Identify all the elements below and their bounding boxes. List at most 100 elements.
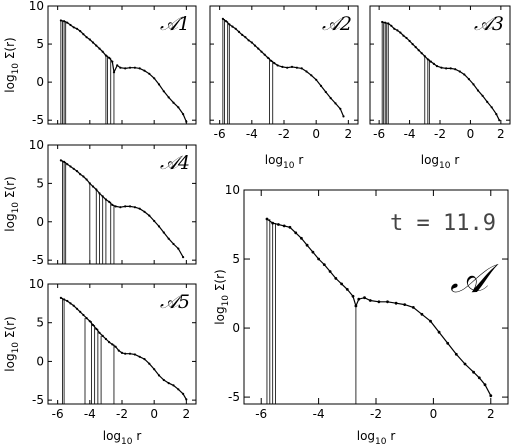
- panel-label: 𝒜4: [160, 152, 190, 174]
- data-point: [394, 301, 398, 305]
- data-point: [133, 66, 136, 69]
- x-tick-label: 2: [487, 407, 495, 421]
- x-tick-label: -4: [84, 407, 96, 421]
- data-point: [257, 47, 260, 50]
- data-point: [300, 236, 303, 240]
- data-point: [128, 66, 132, 69]
- data-point: [69, 302, 72, 305]
- data-point: [250, 41, 253, 44]
- xlabel-sub: 10: [439, 161, 451, 171]
- data-point: [237, 30, 241, 33]
- data-point: [403, 303, 407, 306]
- data-point: [108, 200, 111, 203]
- data-point: [111, 343, 114, 346]
- data-point: [66, 299, 69, 303]
- data-point: [449, 67, 452, 70]
- y-tick-label: 10: [29, 277, 44, 291]
- x-tick-label: 0: [467, 127, 475, 141]
- y-tick-label: -5: [32, 253, 44, 267]
- data-point: [59, 296, 63, 299]
- data-point: [162, 231, 165, 234]
- data-point: [334, 277, 338, 280]
- data-point: [167, 96, 170, 99]
- data-point: [133, 206, 136, 209]
- data-point: [128, 205, 132, 208]
- y-tick-label: 5: [36, 316, 44, 330]
- data-point: [98, 47, 101, 50]
- ylabel-main: log: [3, 213, 17, 231]
- xlabel-main: log: [265, 153, 283, 167]
- data-point: [288, 225, 292, 229]
- data-point: [148, 214, 151, 217]
- data-point: [446, 341, 450, 345]
- data-point: [119, 66, 122, 69]
- ylabel-a5: log10 Σ(r): [3, 316, 21, 371]
- data-point: [172, 384, 175, 387]
- data-point: [411, 43, 414, 46]
- data-point: [104, 54, 107, 57]
- data-point: [172, 242, 175, 246]
- ylabel-main: log: [3, 74, 17, 92]
- data-point: [98, 192, 101, 195]
- data-point: [143, 69, 146, 72]
- data-point: [317, 257, 320, 261]
- data-point: [85, 36, 88, 39]
- data-point: [423, 55, 426, 58]
- data-point: [153, 219, 156, 223]
- data-point: [172, 101, 175, 104]
- data-point: [387, 22, 390, 25]
- data-point: [108, 341, 111, 344]
- data-point: [72, 26, 75, 29]
- data-point: [277, 223, 280, 226]
- x-tick-label: -6: [52, 407, 64, 421]
- xlabel-a2: log10 r: [265, 153, 304, 171]
- data-point: [339, 107, 342, 110]
- data-point: [244, 36, 247, 39]
- ylabel-a1: log10 Σ(r): [3, 37, 21, 92]
- ylabel-main: log: [213, 306, 227, 324]
- data-point: [128, 352, 132, 355]
- y-tick-label: 5: [36, 176, 44, 190]
- ylabel-sub: 10: [11, 342, 21, 354]
- series-line: [60, 19, 187, 122]
- data-point: [221, 17, 224, 20]
- data-point: [435, 65, 439, 68]
- data-point: [95, 188, 98, 191]
- data-point: [345, 288, 349, 291]
- data-point: [498, 119, 501, 122]
- panel-label: 𝒜5: [160, 291, 190, 313]
- x-tick-label: -2: [116, 407, 128, 421]
- data-point: [489, 394, 493, 398]
- panel-label: 𝒜1: [160, 13, 190, 35]
- data-point: [315, 78, 318, 81]
- data-point: [138, 67, 141, 70]
- data-point: [79, 173, 82, 176]
- data-point: [108, 56, 111, 59]
- series-line: [60, 297, 187, 400]
- data-point: [101, 334, 104, 337]
- y-tick-label: 0: [232, 321, 240, 335]
- data-point: [311, 250, 315, 254]
- data-point: [111, 60, 114, 63]
- panel-a1: -5 0 5 10 𝒜1: [29, 0, 197, 127]
- x-tick-label: -6: [214, 127, 226, 141]
- data-point: [148, 362, 151, 365]
- data-point: [294, 231, 298, 235]
- data-point: [340, 282, 343, 286]
- data-point: [377, 300, 381, 304]
- y-tick-label: 10: [225, 183, 240, 197]
- xlabel-tail: r: [133, 429, 142, 443]
- data-point: [319, 84, 323, 87]
- x-tick-label: -2: [370, 407, 382, 421]
- x-tick-label: 2: [183, 407, 191, 421]
- data-point: [281, 65, 284, 68]
- data-point: [384, 21, 387, 24]
- data-point: [153, 368, 156, 371]
- data-point: [124, 352, 127, 355]
- data-point: [66, 163, 69, 166]
- data-point: [72, 167, 75, 170]
- data-point: [432, 62, 435, 65]
- data-point: [305, 70, 308, 73]
- ylabel-a: log10 Σ(r): [213, 269, 231, 324]
- data-point: [95, 327, 98, 330]
